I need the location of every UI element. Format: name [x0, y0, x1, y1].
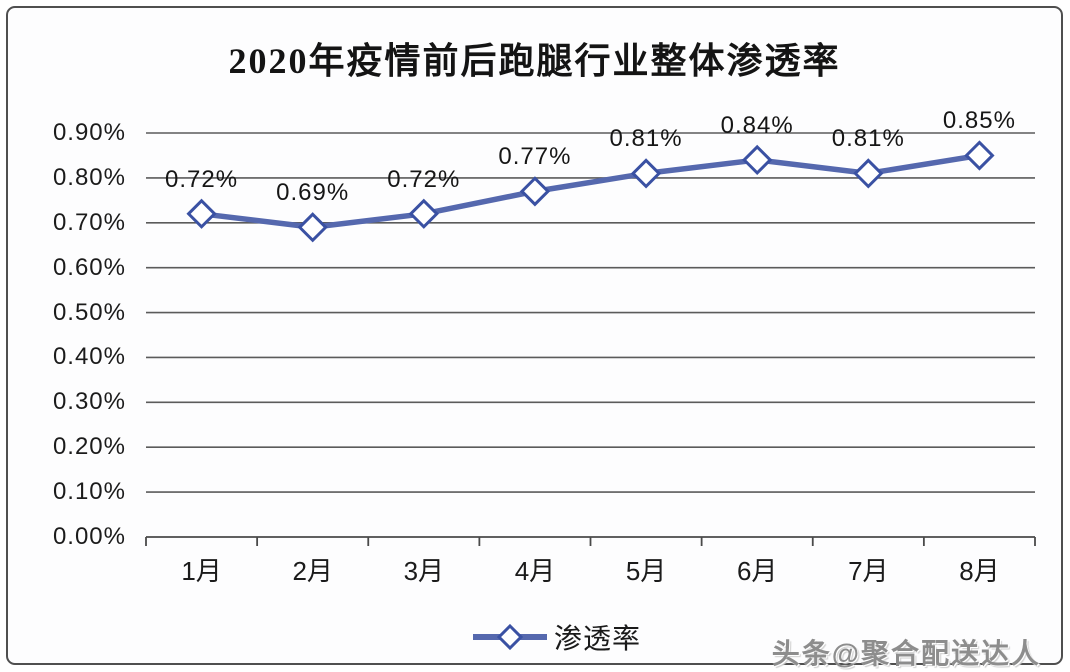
x-axis-label: 6月 [736, 556, 778, 586]
data-point-label: 0.69% [276, 179, 350, 207]
data-point-label: 0.84% [720, 111, 794, 139]
y-axis-tick-label: 0.40% [52, 343, 126, 371]
data-point-label: 0.81% [831, 125, 905, 153]
data-point-marker [297, 212, 328, 243]
data-point-marker [853, 158, 884, 189]
data-point-label: 0.85% [942, 107, 1016, 135]
watermark: 头条@聚合配送达人 [771, 638, 1041, 669]
series-line [198, 152, 983, 231]
y-axis-tick-label: 0.20% [52, 433, 126, 461]
y-axis-tick-label: 0.80% [52, 163, 126, 191]
data-point-marker [630, 158, 662, 189]
x-axis-label: 5月 [625, 556, 667, 586]
data-point-marker [964, 140, 995, 171]
y-axis-tick-label: 0.10% [52, 478, 126, 506]
data-point-marker [408, 198, 439, 229]
chart-title: 2020年疫情前后跑腿行业整体渗透率 [228, 41, 841, 81]
x-axis-label: 4月 [514, 556, 556, 586]
y-axis-tick-label: 0.50% [52, 298, 126, 326]
x-axis-label: 8月 [959, 556, 1000, 586]
data-point-marker [519, 176, 551, 207]
y-axis-tick-label: 0.70% [52, 208, 126, 236]
data-point-marker [742, 144, 773, 176]
chart-frame: 2020年疫情前后跑腿行业整体渗透率 0.00% 0.10% 0.20% 0.30% 0… [6, 6, 1063, 669]
data-point-label: 0.72% [165, 165, 239, 193]
x-axis-label: 7月 [848, 556, 889, 586]
y-axis-tick-label: 0.60% [52, 253, 126, 281]
data-point-label: 0.72% [387, 165, 461, 193]
data-point-label: 0.77% [498, 143, 572, 171]
legend-label: 渗透率 [554, 623, 642, 654]
y-axis-tick-label: 0.90% [52, 119, 126, 146]
legend: 渗透率 [471, 621, 641, 654]
plot-area [145, 132, 1036, 546]
x-axis-label: 2月 [292, 556, 333, 586]
x-axis-label: 3月 [403, 556, 445, 586]
x-axis-label: 1月 [181, 556, 222, 586]
y-axis-tick-label: 0.00% [52, 523, 126, 550]
legend-line-marker-icon [473, 623, 547, 651]
y-axis-tick-label: 0.30% [52, 388, 126, 416]
data-point-marker [186, 198, 217, 229]
data-point-label: 0.81% [609, 125, 683, 153]
